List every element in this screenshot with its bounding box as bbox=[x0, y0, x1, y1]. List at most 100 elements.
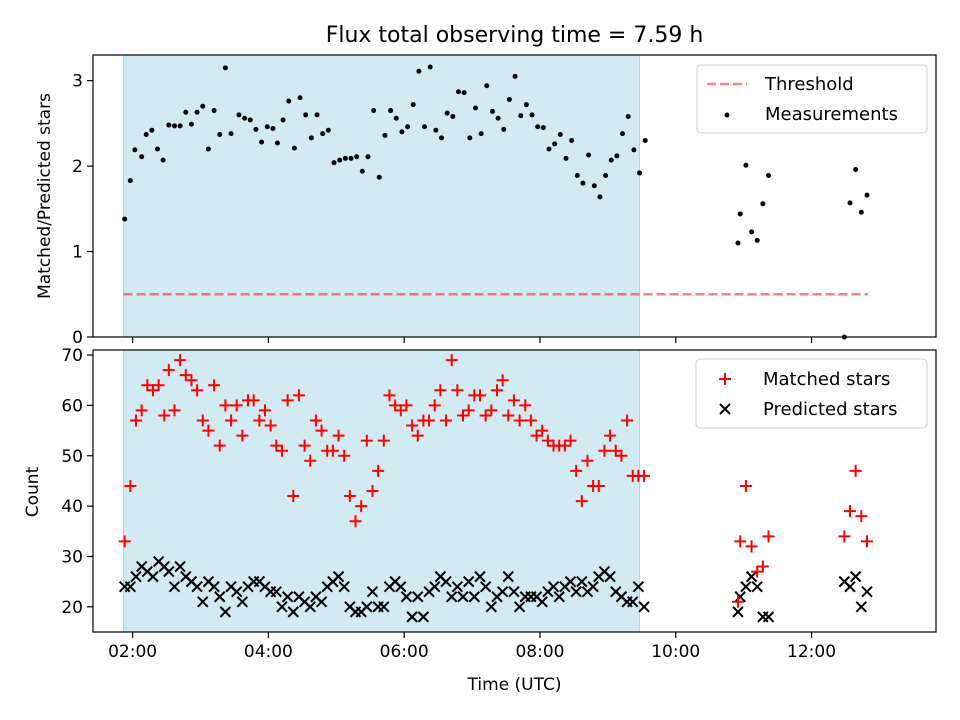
predicted-star-marker bbox=[513, 601, 526, 613]
measurement-point bbox=[280, 117, 286, 123]
matched-star-marker bbox=[451, 384, 464, 397]
measurement-point bbox=[325, 127, 331, 133]
matched-star-marker bbox=[621, 414, 634, 427]
matched-star-marker bbox=[739, 479, 752, 492]
matched-star-marker bbox=[264, 419, 277, 432]
predicted-star-marker bbox=[462, 575, 475, 588]
matched-star-marker bbox=[428, 399, 441, 412]
matched-star-marker bbox=[377, 434, 390, 447]
measurement-point bbox=[523, 102, 529, 108]
predicted-star-marker bbox=[553, 591, 565, 603]
matched-star-marker bbox=[326, 444, 339, 457]
matched-star-marker bbox=[185, 374, 198, 387]
matched-star-marker bbox=[202, 424, 215, 437]
measurement-point bbox=[320, 131, 326, 137]
measurement-point bbox=[529, 112, 535, 118]
measurement-point bbox=[586, 152, 592, 158]
measurement-point bbox=[270, 125, 276, 131]
x-tick-label: 10:00 bbox=[651, 642, 700, 662]
measurement-point bbox=[501, 126, 507, 132]
matched-star-marker bbox=[490, 384, 503, 397]
matched-star-marker bbox=[162, 364, 175, 377]
measurement-point bbox=[177, 123, 183, 129]
measurement-point bbox=[122, 216, 128, 222]
predicted-star-marker bbox=[361, 601, 373, 613]
predicted-star-marker bbox=[445, 591, 458, 603]
measurement-point bbox=[597, 194, 603, 200]
predicted-star-marker bbox=[564, 575, 577, 588]
predicted-star-marker bbox=[502, 570, 514, 583]
predicted-star-marker bbox=[130, 570, 142, 583]
top-legend: Threshold Measurements bbox=[696, 64, 928, 134]
matched-star-marker bbox=[135, 404, 148, 417]
predicted-star-marker bbox=[849, 570, 862, 583]
predicted-star-marker bbox=[734, 591, 746, 603]
matched-star-marker bbox=[225, 414, 238, 427]
top-panel: 0 1 2 3 Matched/Predicted stars Threshold M… bbox=[35, 54, 937, 348]
matched-star-marker bbox=[762, 530, 775, 543]
measurement-point bbox=[439, 135, 445, 141]
measurement-point bbox=[847, 200, 853, 206]
predicted-star-marker bbox=[457, 591, 469, 603]
bottom-shaded-region bbox=[123, 349, 641, 633]
matched-star-marker bbox=[174, 354, 187, 367]
matched-star-marker bbox=[496, 374, 509, 387]
bottom-legend-box bbox=[695, 358, 928, 429]
predicted-star-marker bbox=[163, 565, 175, 578]
measurement-point bbox=[236, 112, 242, 118]
matched-star-marker bbox=[581, 454, 594, 467]
predicted-star-marker bbox=[270, 586, 283, 598]
matched-star-marker bbox=[400, 399, 413, 412]
matched-star-marker bbox=[507, 394, 520, 407]
measurement-point bbox=[188, 121, 194, 127]
matched-star-marker bbox=[219, 399, 232, 412]
predicted-star-marker bbox=[536, 596, 548, 608]
predicted-star-marker bbox=[197, 596, 209, 608]
top-axes-frame bbox=[92, 54, 937, 338]
measurement-point bbox=[132, 147, 138, 153]
matched-star-marker bbox=[343, 490, 356, 503]
matched-star-marker bbox=[281, 394, 294, 407]
matched-star-marker bbox=[570, 464, 583, 477]
measurement-point bbox=[484, 83, 490, 89]
matched-star-marker bbox=[844, 505, 857, 518]
measurement-point bbox=[247, 117, 253, 123]
predicted-star-marker bbox=[406, 611, 418, 623]
measurement-point bbox=[864, 192, 870, 198]
matched-star-marker bbox=[411, 429, 424, 442]
bottom-legend: Matched stars Predicted stars bbox=[695, 358, 928, 429]
legend-measurements-swatch bbox=[724, 112, 730, 118]
predicted-star-marker bbox=[395, 580, 407, 593]
matched-star-marker bbox=[434, 384, 447, 397]
predicted-star-marker bbox=[468, 591, 481, 603]
legend-predicted-swatch bbox=[719, 403, 731, 415]
y-tick-label: 20 bbox=[61, 598, 83, 618]
predicted-star-marker bbox=[191, 580, 203, 593]
matched-star-marker bbox=[860, 535, 873, 548]
matched-star-marker bbox=[118, 535, 131, 548]
measurement-point bbox=[467, 135, 473, 141]
matched-star-marker bbox=[575, 495, 588, 508]
measurement-point bbox=[359, 168, 365, 174]
measurement-point bbox=[376, 174, 382, 180]
measurement-point bbox=[535, 124, 541, 130]
y-tick-label: 50 bbox=[61, 447, 83, 467]
matched-star-marker bbox=[292, 389, 305, 402]
measurement-point bbox=[433, 127, 439, 133]
predicted-star-marker bbox=[174, 560, 186, 573]
measurement-point bbox=[337, 157, 343, 163]
matched-star-marker bbox=[592, 479, 605, 492]
matched-star-marker bbox=[389, 399, 402, 412]
predicted-star-marker bbox=[587, 580, 599, 593]
matched-star-marker bbox=[536, 424, 549, 437]
measurement-point bbox=[422, 124, 428, 130]
measurement-point bbox=[642, 137, 648, 143]
y-tick-label: 40 bbox=[61, 497, 83, 517]
measurement-point bbox=[274, 140, 280, 146]
legend-predicted-label: Predicted stars bbox=[763, 399, 897, 420]
predicted-star-marker bbox=[762, 611, 775, 623]
predicted-star-marker bbox=[740, 580, 752, 593]
measurement-point bbox=[637, 170, 643, 176]
matched-star-marker bbox=[609, 444, 622, 457]
matched-star-marker bbox=[383, 389, 396, 402]
